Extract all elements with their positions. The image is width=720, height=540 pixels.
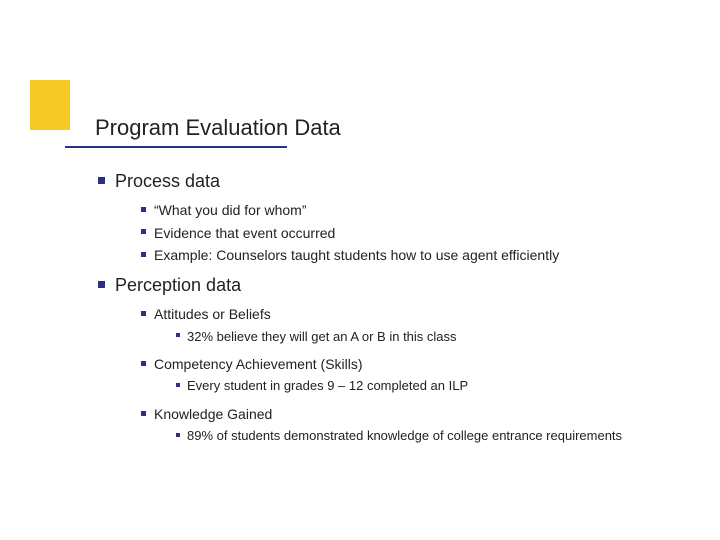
bullet-icon	[141, 207, 146, 212]
bullet-icon	[141, 229, 146, 234]
list-item: Competency Achievement (Skills)	[137, 355, 690, 373]
bullet-icon	[141, 361, 146, 366]
bullet-icon	[141, 311, 146, 316]
slide-body: Process data “What you did for whom” Evi…	[95, 170, 690, 449]
process-heading-text: Process data	[115, 171, 220, 191]
slide-title: Program Evaluation Data	[95, 115, 341, 141]
bullet-icon	[98, 281, 105, 288]
list-item-text: Example: Counselors taught students how …	[154, 247, 559, 263]
list-item-text: Evidence that event occurred	[154, 225, 335, 241]
perception-heading: Perception data	[95, 274, 690, 297]
list-item-text: Competency Achievement (Skills)	[154, 356, 363, 372]
list-item: Every student in grades 9 – 12 completed…	[173, 377, 690, 395]
list-item-text: 89% of students demonstrated knowledge o…	[187, 428, 622, 443]
bullet-icon	[176, 433, 180, 437]
perception-heading-text: Perception data	[115, 275, 241, 295]
list-item: 32% believe they will get an A or B in t…	[173, 328, 690, 346]
process-heading: Process data	[95, 170, 690, 193]
list-item-text: Attitudes or Beliefs	[154, 306, 271, 322]
bullet-icon	[141, 252, 146, 257]
list-item-text: 32% believe they will get an A or B in t…	[187, 329, 457, 344]
list-item-text: Knowledge Gained	[154, 406, 272, 422]
accent-block	[30, 80, 70, 130]
bullet-icon	[98, 177, 105, 184]
list-item: Attitudes or Beliefs	[137, 305, 690, 323]
list-item: Evidence that event occurred	[137, 224, 690, 242]
list-item: Knowledge Gained	[137, 405, 690, 423]
bullet-icon	[176, 383, 180, 387]
list-item: Example: Counselors taught students how …	[137, 246, 690, 264]
list-item-text: “What you did for whom”	[154, 202, 307, 218]
bullet-icon	[176, 333, 180, 337]
bullet-icon	[141, 411, 146, 416]
title-underline	[65, 146, 287, 148]
list-item: “What you did for whom”	[137, 201, 690, 219]
list-item: 89% of students demonstrated knowledge o…	[173, 427, 690, 445]
list-item-text: Every student in grades 9 – 12 completed…	[187, 378, 468, 393]
